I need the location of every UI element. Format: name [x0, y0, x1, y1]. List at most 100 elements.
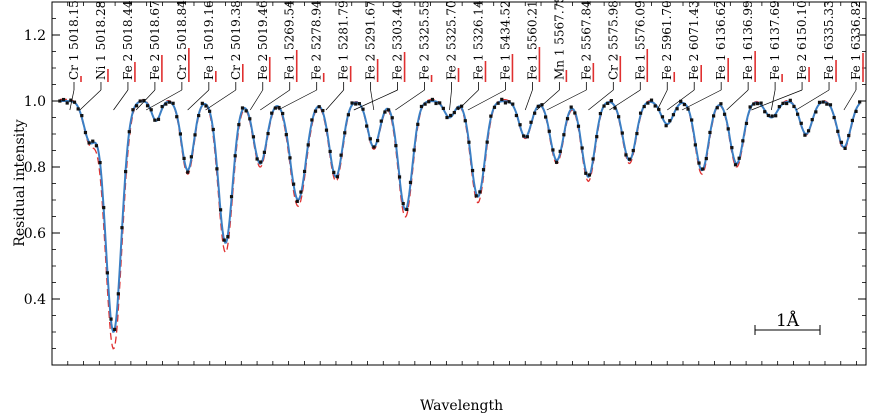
observed-point — [116, 292, 120, 296]
line-id-label-18: Mn 1 5567.75 — [552, 0, 566, 80]
observed-point — [306, 143, 310, 147]
line-id-label-26: Fe 1 6137.69 — [768, 0, 782, 80]
observed-point — [719, 102, 723, 106]
observed-point — [792, 104, 796, 109]
observed-point — [328, 149, 332, 154]
line-id-connector-9 — [277, 89, 317, 111]
observed-point — [339, 153, 343, 157]
observed-point — [511, 102, 515, 106]
observed-point — [175, 115, 179, 119]
observed-point — [149, 108, 153, 112]
observed-point — [536, 104, 540, 108]
line-id-connector-15 — [457, 89, 479, 111]
line-id-connector-3 — [135, 89, 156, 111]
observed-point — [423, 102, 427, 106]
observed-point — [671, 113, 676, 117]
observed-point — [580, 146, 584, 150]
observed-point — [554, 160, 559, 164]
line-id-connector-20 — [588, 89, 614, 111]
observed-point — [193, 133, 197, 137]
observed-point — [613, 106, 617, 110]
observed-point — [635, 131, 639, 136]
observed-point — [806, 129, 811, 133]
observed-point — [200, 101, 204, 105]
observed-point — [321, 108, 325, 113]
observed-point — [624, 153, 628, 157]
observed-point — [785, 101, 789, 106]
observed-point — [821, 100, 825, 104]
observed-point — [244, 109, 248, 113]
observed-point — [259, 160, 263, 164]
observed-point — [350, 101, 354, 105]
observed-point — [302, 169, 307, 174]
observed-point — [741, 139, 745, 143]
line-id-label-27: Fe 2 6150.10 — [795, 0, 809, 80]
line-id-connector-19 — [546, 89, 587, 111]
observed-point — [354, 102, 358, 106]
observed-point — [226, 235, 230, 239]
line-id-label-20: Cr 2 5575.98 — [606, 0, 620, 80]
observed-point — [470, 168, 475, 173]
observed-point — [631, 148, 635, 153]
observed-point — [664, 124, 668, 128]
observed-point — [529, 120, 533, 124]
observed-point — [522, 134, 526, 138]
observed-point — [390, 116, 394, 120]
observed-point — [752, 102, 756, 106]
line-id-connector-13 — [395, 89, 425, 111]
observed-point — [197, 113, 201, 118]
observed-point — [76, 107, 80, 111]
observed-point — [262, 150, 267, 154]
observed-point — [810, 118, 814, 122]
observed-point — [799, 121, 803, 125]
observed-point — [357, 102, 361, 106]
observed-point — [847, 133, 851, 138]
observed-point — [788, 98, 792, 102]
observed-point — [817, 100, 822, 104]
line-id-connector-4 — [145, 89, 183, 111]
line-id-connector-23 — [667, 89, 695, 111]
observed-point — [602, 104, 606, 108]
observed-point — [679, 99, 683, 103]
observed-point — [478, 190, 482, 194]
observed-point — [383, 110, 387, 114]
observed-point — [722, 112, 727, 116]
line-id-connector-6 — [205, 89, 236, 111]
observed-point — [737, 156, 741, 160]
observed-point — [372, 145, 376, 149]
observed-point — [496, 101, 500, 105]
observed-point — [489, 114, 493, 118]
observed-point — [620, 131, 624, 135]
observed-point — [452, 110, 456, 115]
x-axis-label: Wavelength — [420, 398, 504, 414]
observed-point — [273, 106, 277, 110]
y-tick-label-3: 1.0 — [24, 94, 46, 110]
observed-point — [160, 104, 164, 109]
line-id-connector-16 — [467, 89, 506, 111]
observed-point — [777, 105, 781, 109]
observed-point — [796, 112, 800, 116]
observed-point — [569, 105, 573, 109]
observed-point — [145, 104, 150, 108]
observed-point — [617, 115, 621, 119]
observed-point — [332, 170, 336, 174]
observed-point — [361, 107, 365, 111]
observed-point — [638, 111, 643, 115]
observed-point — [839, 140, 844, 144]
line-id-label-14: Fe 2 5325.70 — [445, 0, 459, 80]
line-id-label-22: Fe 2 5961.70 — [660, 0, 674, 80]
observed-point — [343, 131, 347, 135]
observed-point — [828, 103, 833, 107]
observed-point — [91, 139, 95, 143]
observed-point — [124, 169, 128, 174]
observed-point — [544, 115, 548, 119]
observed-point — [164, 102, 168, 106]
observed-point — [142, 98, 146, 103]
observed-point — [781, 101, 785, 105]
observed-point — [832, 115, 836, 120]
observed-point — [690, 118, 694, 122]
observed-point — [628, 157, 632, 161]
observed-point — [854, 109, 858, 114]
observed-point — [525, 135, 529, 139]
observed-point — [843, 146, 847, 150]
